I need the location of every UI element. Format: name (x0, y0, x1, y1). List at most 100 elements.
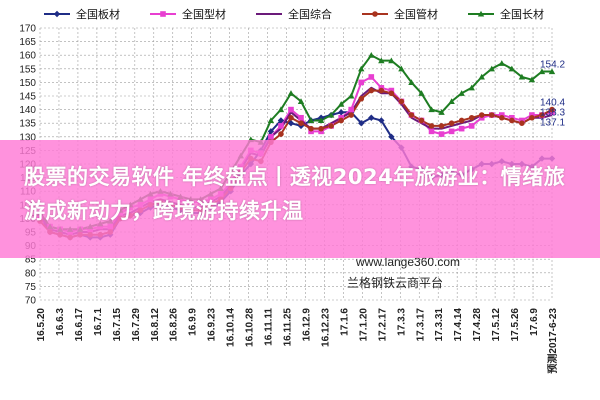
data-point-4 (428, 106, 435, 113)
overlay-banner (0, 140, 600, 258)
x-tick-label: 17.3.31 (434, 308, 445, 342)
y-tick-label: 145 (19, 92, 36, 103)
y-tick-label: 170 (19, 24, 36, 35)
data-point-4 (488, 65, 495, 72)
x-tick-label: 16.6.17 (74, 308, 85, 342)
x-tick-label: 16.6.3 (55, 308, 66, 336)
x-tick-label: 17.2.17 (377, 308, 388, 342)
overlay-banner-text: 股票的交易软件 年终盘点丨透视2024年旅游业：情绪旅游成新动力，跨境游持续升温 (24, 165, 566, 223)
x-tick-label: 17.1.6 (339, 308, 350, 336)
data-point-1 (458, 125, 465, 132)
data-point-4 (478, 73, 485, 80)
end-value-label: 138.3 (540, 108, 565, 119)
data-point-1 (288, 106, 294, 113)
data-point-4 (418, 90, 425, 96)
data-point-3 (509, 117, 515, 124)
x-tick-label: 16.7.1 (93, 308, 104, 336)
x-tick-label: 16.12.9 (301, 308, 312, 342)
data-point-0 (287, 120, 295, 127)
data-point-4 (518, 73, 526, 80)
data-point-1 (348, 106, 355, 113)
y-tick-label: 80 (25, 268, 37, 279)
x-tick-label: 16.9.9 (188, 308, 199, 336)
data-point-4 (378, 57, 385, 64)
y-tick-label: 140 (19, 105, 36, 116)
x-tick-label: 17.5.12 (491, 308, 502, 342)
data-point-1 (368, 74, 375, 80)
data-point-3 (378, 87, 385, 94)
data-point-3 (549, 106, 555, 113)
data-point-0 (277, 117, 285, 124)
data-point-3 (468, 114, 475, 121)
legend-label: 全国型材 (182, 7, 226, 21)
data-point-4 (327, 111, 335, 118)
data-point-4 (287, 90, 295, 96)
legend-swatch-marker (160, 11, 166, 17)
data-point-1 (428, 128, 435, 135)
data-point-4 (448, 98, 455, 104)
legend: 全国板材 全国型材 全国综合 全国管材 全国长材 (44, 7, 544, 21)
y-tick-label: 70 (25, 296, 37, 307)
x-tick-label: 16.7.29 (131, 308, 142, 342)
data-point-3 (499, 114, 505, 121)
data-point-4 (368, 52, 375, 58)
x-tick-label: 17.6.9 (529, 308, 540, 336)
y-tick-label: 85 (25, 255, 37, 266)
data-point-4 (348, 92, 355, 99)
data-point-3 (388, 90, 395, 97)
data-point-4 (297, 98, 305, 104)
data-point-4 (388, 57, 395, 64)
legend-label: 全国板材 (76, 7, 120, 21)
data-point-1 (278, 123, 284, 129)
data-point-3 (308, 125, 314, 132)
data-point-3 (288, 114, 294, 121)
data-point-3 (539, 112, 545, 118)
data-point-0 (368, 114, 375, 121)
data-point-1 (448, 128, 455, 135)
data-point-1 (438, 131, 445, 137)
data-point-3 (438, 123, 445, 129)
y-tick-label: 130 (19, 132, 36, 143)
data-point-3 (529, 114, 535, 121)
x-tick-label: 16.12.23 (320, 308, 331, 347)
data-point-3 (328, 123, 334, 129)
x-tick-label: 17.1.20 (358, 308, 369, 342)
data-point-4 (317, 117, 325, 124)
watermark-platform: 兰格钢铁云商平台 (347, 275, 443, 290)
data-point-4 (358, 65, 365, 72)
data-point-4 (337, 100, 345, 107)
data-point-0 (388, 133, 395, 140)
end-value-label: 140.4 (540, 98, 565, 109)
data-point-4 (548, 68, 556, 75)
data-point-1 (298, 114, 304, 121)
y-tick-label: 160 (19, 51, 36, 62)
data-point-4 (267, 117, 275, 124)
data-point-4 (438, 109, 445, 115)
y-tick-label: 135 (19, 119, 36, 130)
data-point-1 (468, 123, 475, 129)
x-tick-label: 16.10.28 (245, 308, 256, 347)
legend-label: 全国长材 (500, 7, 544, 21)
data-point-4 (468, 84, 475, 91)
data-point-3 (478, 112, 485, 118)
x-tick-label: 16.8.12 (150, 308, 161, 342)
data-point-3 (408, 112, 415, 118)
data-point-4 (408, 79, 415, 85)
legend-label: 全国管材 (394, 7, 438, 21)
x-tick-label: 17.4.14 (453, 308, 464, 342)
data-point-0 (267, 128, 275, 135)
y-tick-label: 150 (19, 78, 36, 89)
data-point-1 (268, 134, 274, 140)
data-point-4 (398, 65, 405, 72)
x-axis-ticks: 16.5.20 16.6.3 16.6.17 16.7.1 16.7.15 16.7.29… (36, 308, 559, 374)
x-tick-label: 17.3.3 (396, 308, 407, 336)
y-tick-label: 75 (25, 282, 37, 293)
x-tick-label: 16.8.26 (169, 308, 180, 342)
data-point-3 (358, 95, 365, 102)
x-tick-label: 16.11.25 (283, 308, 294, 347)
x-tick-label: 16.5.20 (36, 308, 47, 342)
end-value-label: 137.1 (540, 118, 565, 129)
x-tick-label: 17.3.17 (415, 308, 426, 342)
